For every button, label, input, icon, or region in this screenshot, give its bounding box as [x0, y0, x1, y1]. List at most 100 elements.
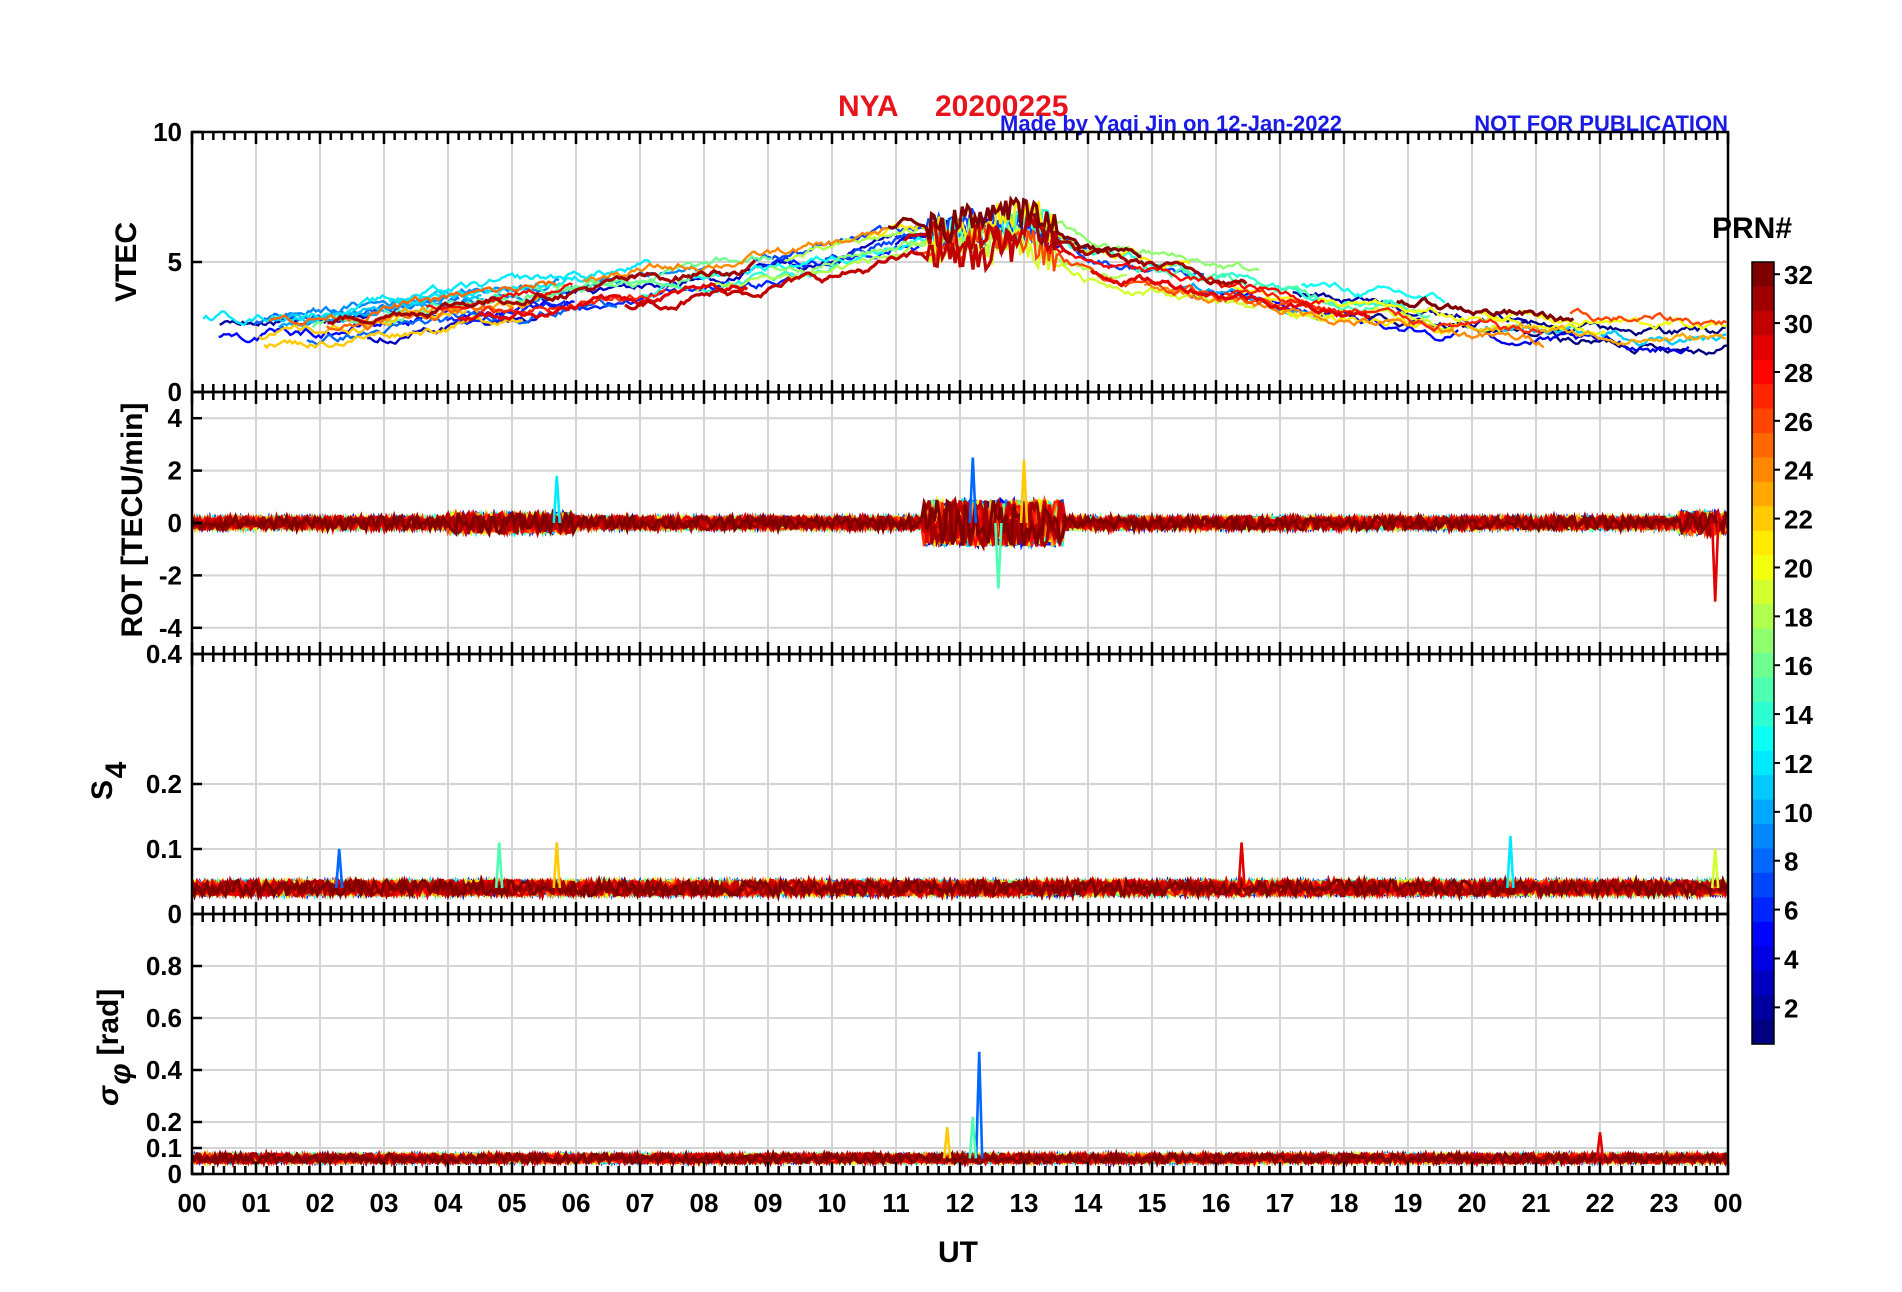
x-minor-ticks — [190, 132, 1730, 392]
colorbar-tick-label: 26 — [1784, 407, 1813, 437]
x-tick-label: 14 — [1074, 1188, 1103, 1218]
x-minor-ticks — [190, 914, 1730, 1174]
y-tick-label: 0.2 — [146, 1107, 182, 1137]
sigma-ylabel-sub: φ — [104, 1063, 137, 1084]
chart-title-station: NYA — [838, 90, 899, 123]
colorbar-tick-label: 4 — [1784, 944, 1799, 974]
x-tick-label: 07 — [626, 1188, 655, 1218]
y-tick-label: 0 — [168, 377, 182, 407]
colorbar-segment — [1752, 677, 1774, 703]
rot-ylabel: ROT [TECU/min] — [116, 403, 149, 638]
series-line-prn-24 — [582, 226, 888, 283]
peak-mark — [1595, 1132, 1605, 1159]
peak-mark — [968, 1116, 978, 1159]
colorbar-segment — [1752, 359, 1774, 385]
series-line-prn-32 — [192, 1148, 1728, 1169]
colorbar-segment — [1752, 262, 1774, 288]
peak-mark — [1506, 835, 1515, 889]
y-tick-label: 10 — [153, 117, 182, 147]
peak-mark — [334, 848, 344, 889]
x-tick-label: 08 — [690, 1188, 719, 1218]
x-axis-ticks: 00 01 02 03 04 05 06 07 08 09 10 11 12 13 14 15 16 17 18 19… — [178, 1188, 1743, 1218]
series-line-prn-29 — [1089, 269, 1371, 320]
x-tick-label: 04 — [434, 1188, 463, 1218]
series-line-prn-26 — [1569, 307, 1727, 327]
x-tick-label: 06 — [562, 1188, 591, 1218]
peak-mark — [994, 522, 1003, 589]
peak-mark — [1237, 842, 1246, 889]
s4-ylabel-s: S — [86, 780, 119, 800]
colorbar-tick-label: 14 — [1784, 700, 1813, 730]
x-tick-label: 00 — [1714, 1188, 1743, 1218]
series-line-prn-32 — [192, 498, 1728, 546]
series-line-prn-32 — [192, 874, 1728, 903]
series-line-prn-13 — [1301, 281, 1446, 304]
series-line-prn-31 — [327, 259, 757, 326]
colorbar-tick-label: 6 — [1784, 896, 1798, 926]
x-tick-label: 03 — [370, 1188, 399, 1218]
series-line-prn-17 — [1035, 202, 1260, 272]
x-minor-ticks — [190, 654, 1730, 914]
colorbar-segment — [1752, 384, 1774, 410]
y-tick-label: 0.4 — [146, 639, 183, 669]
colorbar-segment — [1752, 433, 1774, 459]
grid — [191, 653, 1729, 915]
x-minor-ticks — [190, 392, 1730, 654]
series-line-prn-32 — [887, 195, 1142, 259]
series-line-prn-30 — [624, 228, 1016, 311]
y-tick-label: 0.8 — [146, 951, 182, 981]
x-tick-label: 15 — [1138, 1188, 1167, 1218]
colorbar-tick-label: 22 — [1784, 505, 1813, 535]
s4-ylabel: S 4 — [86, 761, 133, 800]
series-line-prn-28 — [1048, 233, 1325, 307]
y-tick-label: 5 — [168, 247, 182, 277]
colorbar-segment — [1752, 750, 1774, 776]
colorbar-segment — [1752, 995, 1774, 1021]
colorbar-segment — [1752, 726, 1774, 752]
series-line-prn-27 — [1223, 288, 1543, 336]
y-tick-label: 2 — [168, 456, 182, 486]
x-tick-label: 05 — [498, 1188, 527, 1218]
x-tick-label: 10 — [818, 1188, 847, 1218]
series-line-prn-22 — [263, 314, 524, 350]
peak-mark — [552, 842, 562, 889]
colorbar-segment — [1752, 701, 1774, 727]
y-tick-label: 0.6 — [146, 1003, 182, 1033]
peak-mark — [1710, 522, 1720, 602]
s4-panel: 0 0.1 0.2 0.4 — [146, 639, 1730, 929]
grid — [191, 914, 1729, 1175]
colorbar-segment — [1752, 408, 1774, 434]
sigma-ylabel-unit: [rad] — [92, 989, 125, 1056]
series-line-prn-32 — [1396, 296, 1575, 323]
y-tick-label: 0 — [168, 899, 182, 929]
series-group — [202, 195, 1728, 356]
sigma-ylabel: σ φ [rad] — [92, 989, 137, 1106]
x-tick-label: 21 — [1522, 1188, 1551, 1218]
colorbar-segment — [1752, 286, 1774, 312]
colorbar-segment — [1752, 824, 1774, 850]
x-tick-label: 09 — [754, 1188, 783, 1218]
colorbar-segment — [1752, 775, 1774, 801]
colorbar-segment — [1752, 848, 1774, 874]
y-tick-label: -2 — [159, 560, 182, 590]
colorbar-label: PRN# — [1712, 212, 1792, 245]
vtec-panel: 0 5 10 — [153, 117, 1730, 407]
colorbar-tick-label: 16 — [1784, 651, 1813, 681]
colorbar-segment — [1752, 921, 1774, 947]
x-tick-label: 02 — [306, 1188, 335, 1218]
series-line-prn-4 — [1488, 331, 1690, 355]
x-tick-label: 16 — [1202, 1188, 1231, 1218]
x-tick-label: 13 — [1010, 1188, 1039, 1218]
series-line-prn-12 — [388, 258, 652, 303]
series-line-prn-18 — [695, 223, 1128, 293]
colorbar-tick-label: 18 — [1784, 602, 1813, 632]
vtec-ylabel: VTEC — [110, 222, 143, 302]
series-line-prn-3 — [366, 311, 545, 345]
peak-mark — [942, 1127, 952, 1159]
series-line-prn-24 — [1143, 282, 1545, 349]
colorbar-tick-label: 28 — [1784, 358, 1813, 388]
rot-panel: -4 -2 0 2 4 — [159, 390, 1730, 656]
y-tick-label: -4 — [159, 613, 183, 643]
series-line-prn-8 — [306, 297, 618, 346]
